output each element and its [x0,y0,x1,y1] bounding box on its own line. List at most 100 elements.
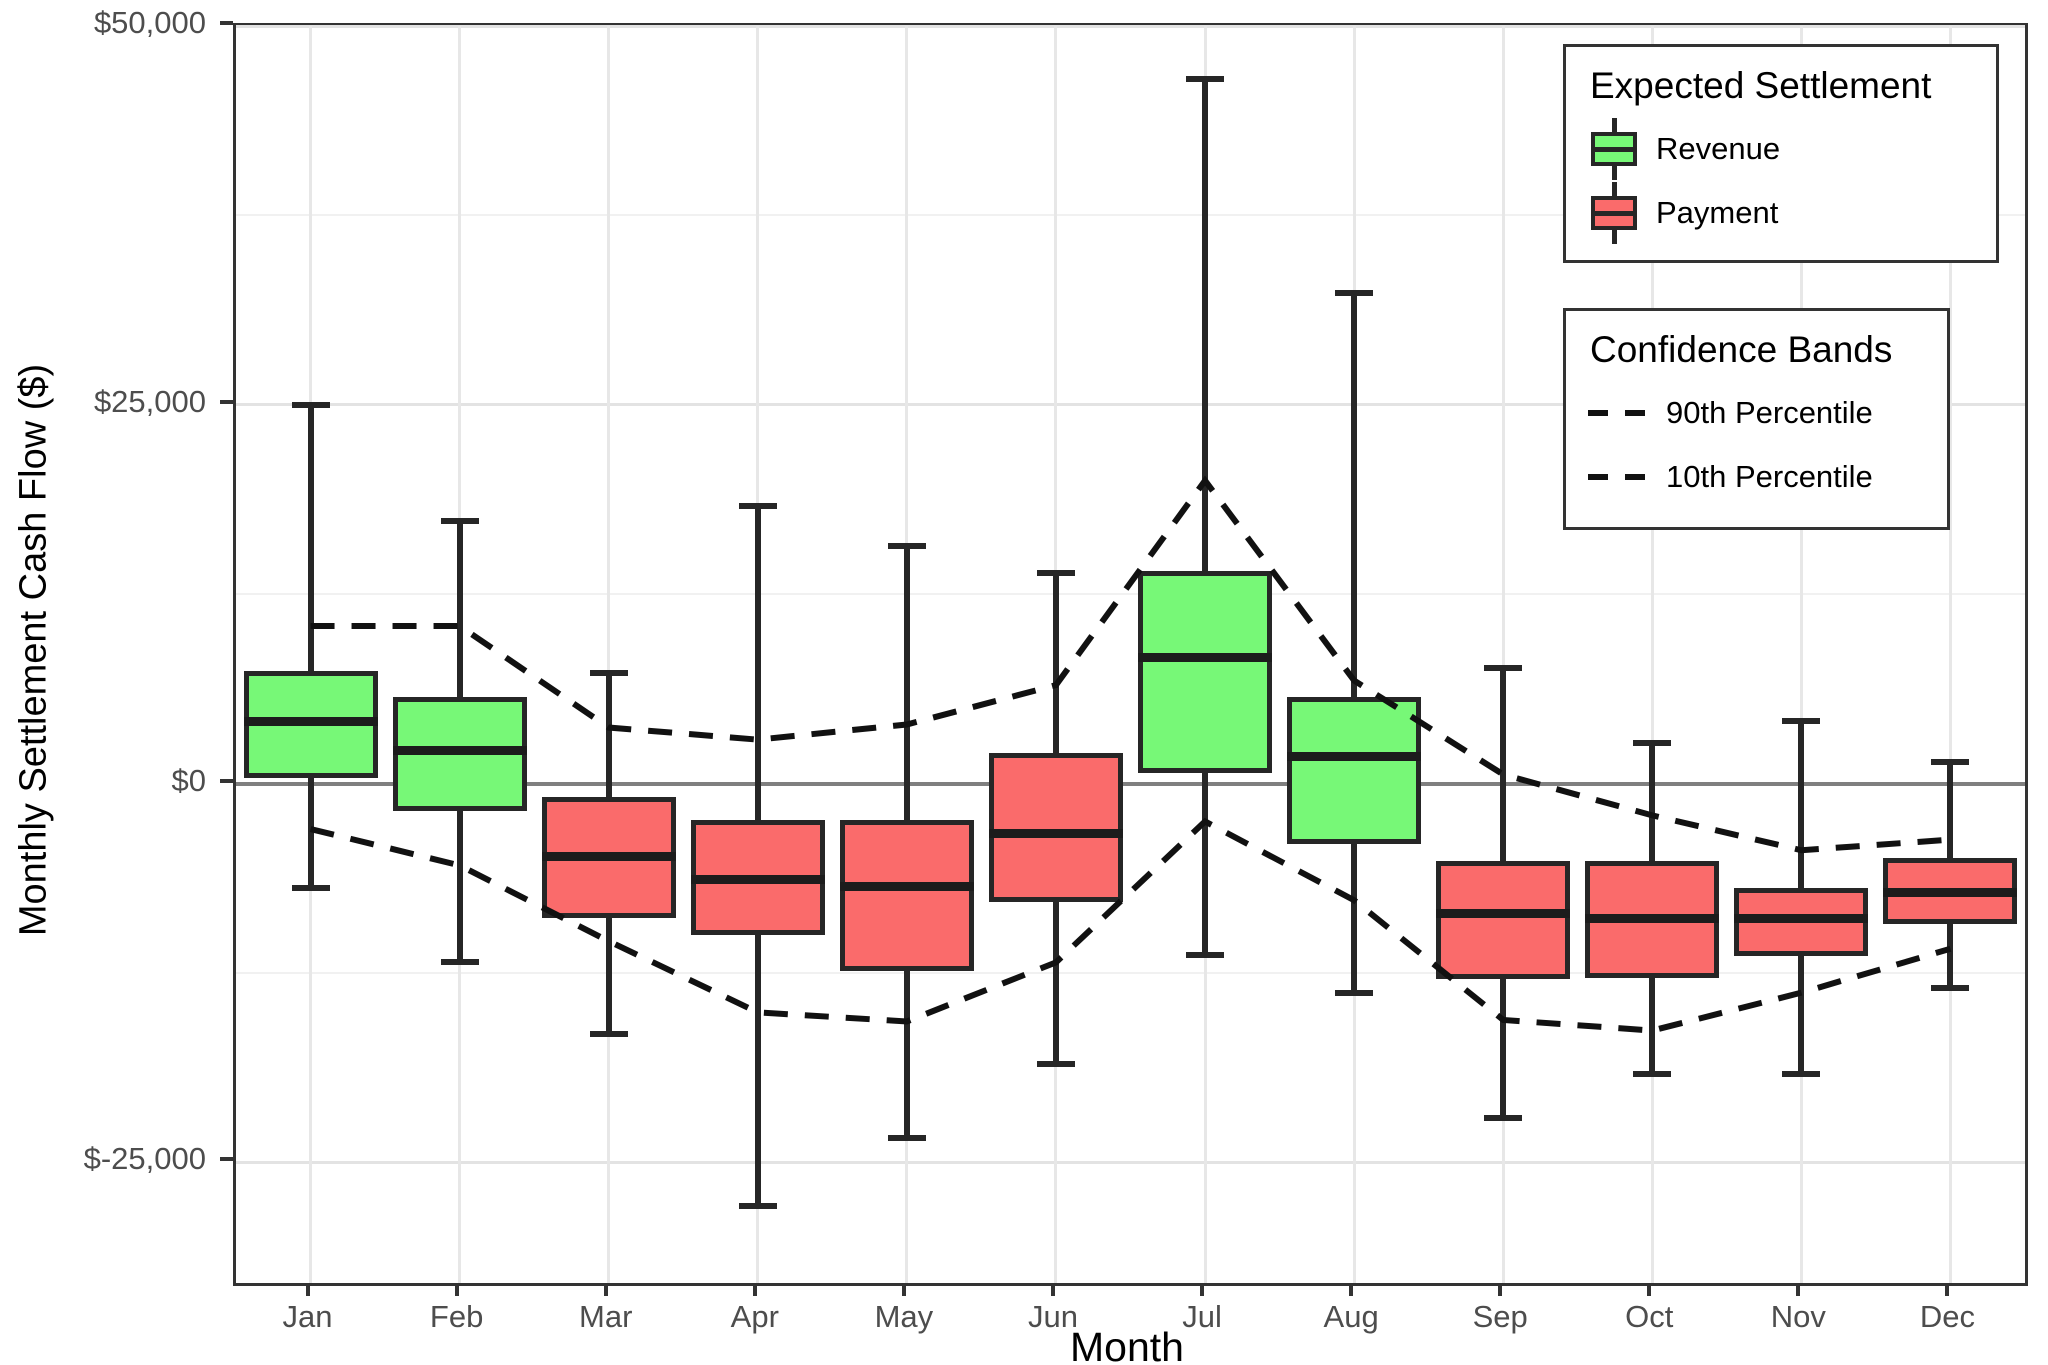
x-tick-label: Oct [1625,1299,1674,1334]
legend-label-90th: 90th Percentile [1666,395,1873,430]
x-tick-mark [1050,1283,1055,1296]
median-line [1138,653,1273,663]
whisker-cap-low [1036,1060,1075,1067]
whisker-cap-low [1782,1071,1821,1078]
median-line [839,882,974,892]
median-line [1287,751,1422,761]
payment-boxplot-key-icon [1588,182,1640,244]
gridline-major [236,1160,2025,1164]
whisker-stem [1202,79,1209,955]
whisker-cap-low [1633,1071,1672,1078]
gridline-minor [236,214,2025,217]
x-tick-label: Feb [429,1299,484,1334]
whisker-cap-high [1782,718,1821,725]
x-tick-mark [1796,1283,1801,1296]
median-line [1436,909,1571,919]
median-line [1585,913,1720,923]
whisker-cap-low [887,1135,926,1142]
x-tick-label: Dec [1919,1299,1976,1334]
whisker-cap-high [1036,569,1075,576]
x-tick-label: Aug [1323,1299,1379,1334]
box-iqr [988,753,1123,902]
x-tick-label: Sep [1472,1299,1528,1334]
median-line [1883,888,2018,898]
whisker-stem [1351,292,1358,993]
median-line [988,829,1123,839]
y-tick-label: $25,000 [93,383,206,419]
whisker-cap-high [589,669,628,676]
y-tick-label: $50,000 [93,5,206,40]
median-line [690,874,825,884]
x-tick-label: May [874,1299,934,1334]
whisker-cap-low [1335,989,1374,996]
90th-percentile-line [310,475,1951,854]
x-tick-label: Nov [1770,1299,1826,1334]
revenue-boxplot-key-icon [1588,118,1640,180]
x-tick-label: Jan [282,1299,333,1334]
legend-label-revenue: Revenue [1656,131,1781,166]
x-tick-mark [1498,1283,1503,1296]
legend-item-revenue: Revenue [1588,117,1970,181]
zero-reference-line [236,781,2025,786]
gridline-major [236,24,2025,28]
key-median [1591,147,1637,152]
key-median [1591,211,1637,216]
y-tick-label: $-25,000 [83,1141,206,1177]
gridline-vertical [1501,26,1505,1283]
dashed-line-key-icon [1588,474,1646,480]
x-tick-mark [1647,1283,1652,1296]
y-tick-mark [220,21,233,25]
y-tick-label: $0 [171,762,206,798]
x-tick-mark [752,1283,757,1296]
x-tick-mark [305,1283,310,1296]
legend-label-10th: 10th Percentile [1666,459,1873,494]
whisker-cap-high [1484,665,1523,672]
whisker-cap-high [440,518,479,525]
legend-item-payment: Payment [1588,181,1970,245]
gridline-vertical [1948,26,1952,1283]
y-axis-title: Monthly Settlement Cash Flow ($) [12,363,55,937]
whisker-cap-high [887,542,926,549]
x-tick-mark [901,1283,906,1296]
x-tick-mark [603,1283,608,1296]
confidence-bands-layer [309,475,1952,1034]
x-tick-mark [454,1283,459,1296]
whisker-stem [307,404,314,889]
gridline-vertical [1650,26,1654,1283]
x-tick-label: Mar [579,1299,633,1334]
box-iqr [839,819,974,972]
y-tick-mark [220,1157,233,1162]
whisker-cap-high [1335,289,1374,296]
gridline-vertical [607,26,611,1283]
legend-confidence-title: Confidence Bands [1590,329,1893,370]
whisker-cap-low [589,1030,628,1037]
median-line [541,851,676,861]
x-tick-mark [1945,1283,1950,1296]
gridline-minor [236,593,2025,596]
x-tick-label: Apr [730,1299,779,1334]
dashed-line-key-icon [1588,410,1646,416]
x-tick-label: Jun [1027,1299,1078,1334]
median-line [1734,913,1869,923]
x-tick-mark [1349,1283,1354,1296]
legend-expected-settlement: Expected Settlement Revenue Payment [1563,44,1999,263]
whisker-cap-high [738,503,777,510]
y-tick-mark [220,778,233,783]
whisker-cap-low [1484,1115,1523,1122]
legend-settlement-title: Expected Settlement [1590,65,1932,106]
x-tick-label: Jul [1182,1299,1222,1334]
gridline-major [236,403,2025,407]
box-iqr [1138,571,1273,773]
x-axis-title: Month [1070,1324,1184,1365]
y-tick-mark [220,399,233,404]
whisker-cap-low [1186,951,1225,958]
whisker-cap-high [1186,76,1225,83]
10th-percentile-line [309,817,1952,1034]
legend-item-90th-percentile: 90th Percentile [1588,381,1921,445]
whisker-cap-low [1931,985,1970,992]
whisker-cap-high [1633,739,1672,746]
whisker-cap-high [291,401,330,408]
gridline-vertical [1799,26,1803,1283]
whisker-cap-low [291,885,330,892]
